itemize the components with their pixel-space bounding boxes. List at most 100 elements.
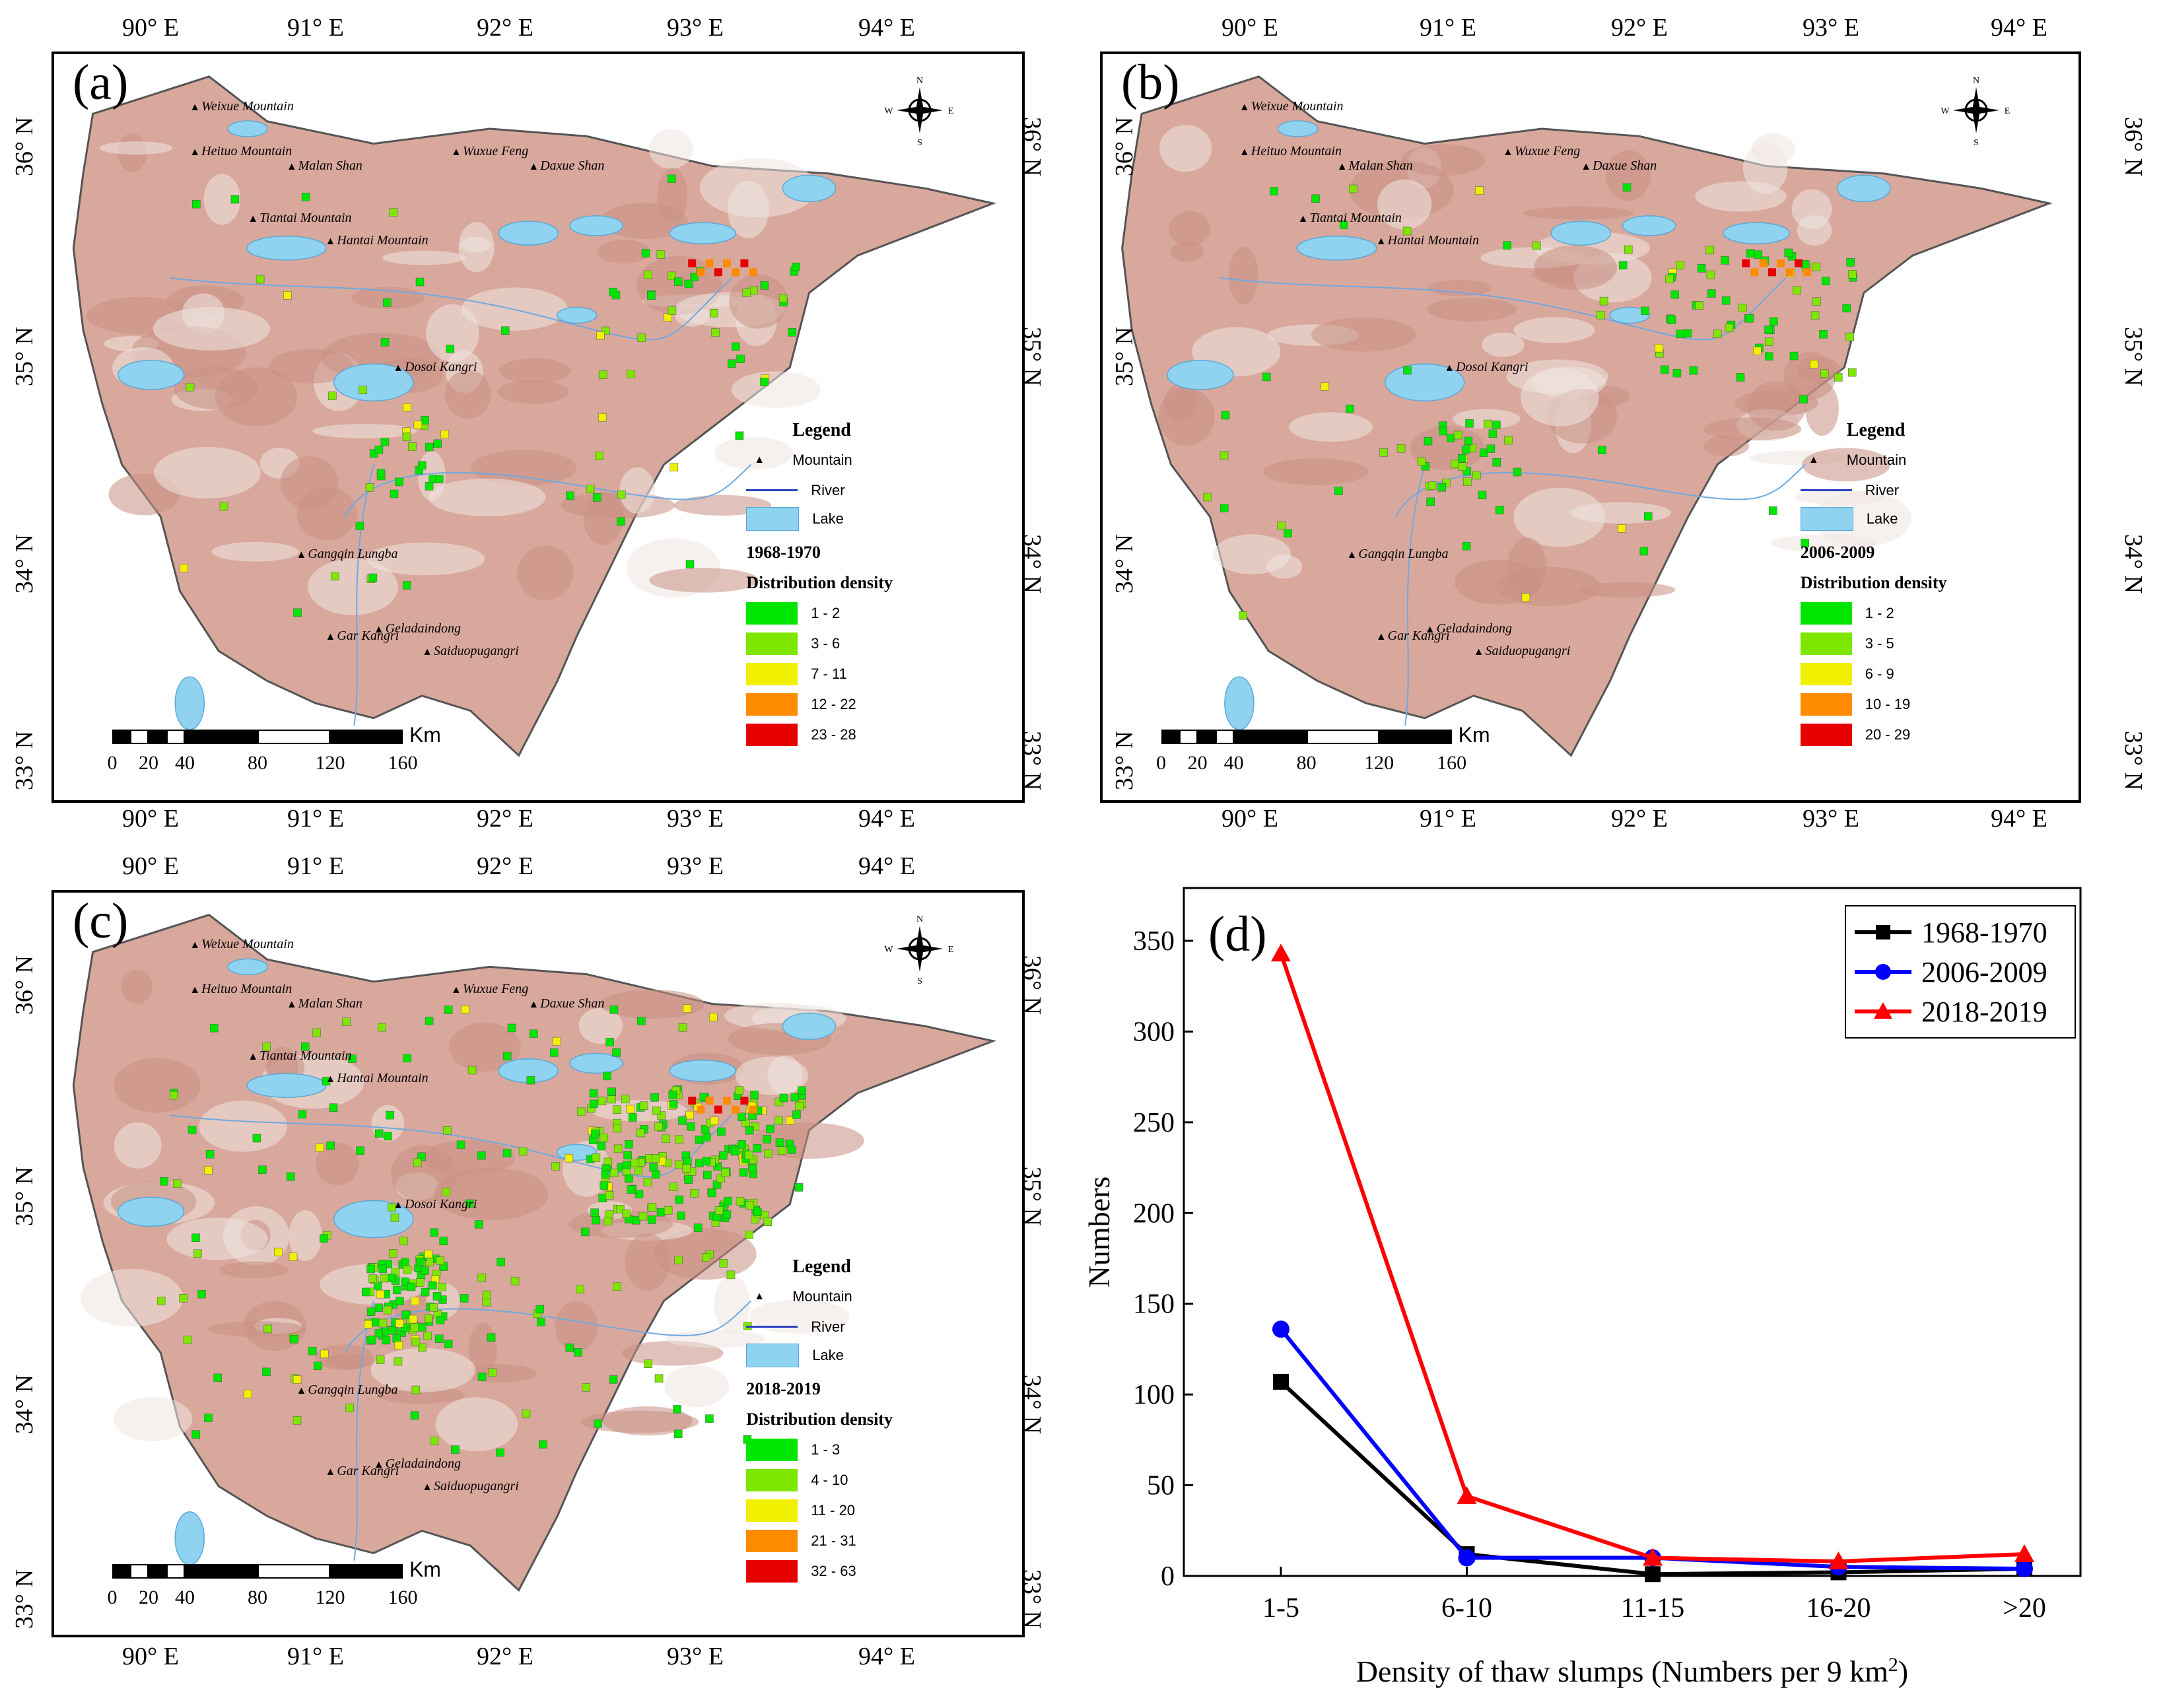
density-cell [384, 1132, 392, 1141]
density-cell [1764, 337, 1773, 346]
density-cell [1617, 524, 1626, 533]
y-tick-label: 100 [1133, 1380, 1175, 1410]
density-cell [566, 491, 574, 500]
density-cell [424, 1314, 433, 1322]
density-cell [429, 1281, 437, 1290]
density-cell [1311, 194, 1320, 203]
terrain-patch [320, 1264, 427, 1305]
legend-density-class: 11 - 20 [746, 1499, 855, 1522]
density-cell [705, 1097, 714, 1105]
latitude-label: 35° N [1018, 326, 1047, 387]
density-cell [603, 1217, 613, 1225]
terrain-patch [728, 180, 769, 238]
density-cell [1451, 460, 1459, 469]
density-cell [1513, 467, 1522, 477]
density-cell [293, 608, 302, 617]
density-cell [1810, 360, 1818, 368]
density-cell [1379, 448, 1388, 457]
terrain-patch [1171, 241, 1204, 262]
density-cell [744, 1151, 753, 1159]
density-cell [411, 1385, 421, 1394]
density-cell [1738, 303, 1747, 312]
terrain-patch [1570, 502, 1671, 524]
density-cell [289, 1252, 298, 1261]
longitude-label: 91° E [287, 852, 344, 880]
density-cell [688, 259, 697, 267]
density-cell [742, 289, 751, 297]
density-cell [675, 1135, 683, 1144]
density-cell [1321, 382, 1329, 391]
longitude-label: 93° E [1803, 805, 1859, 833]
density-cell [320, 1349, 329, 1359]
density-cell [418, 1343, 427, 1352]
density-cell [1846, 258, 1855, 267]
terrain-patch [166, 1217, 268, 1260]
density-cell [290, 1335, 298, 1344]
compass-icon: N S E W [884, 76, 953, 147]
legend-density-class: 1 - 2 [1800, 601, 1894, 625]
terrain-patch [1158, 388, 1215, 446]
density-cell [388, 1249, 397, 1258]
density-cell [376, 469, 386, 477]
density-cell [609, 1006, 619, 1014]
mountain-label: Malan Shan [1337, 158, 1413, 174]
density-cell [1486, 444, 1495, 453]
terrain-patch [749, 1299, 850, 1334]
density-cell [170, 1091, 178, 1100]
density-cell [502, 1149, 512, 1157]
density-cell [429, 1303, 438, 1312]
lake-icon [746, 1343, 800, 1367]
svg-text:N: N [916, 914, 923, 924]
density-cell [656, 1208, 666, 1217]
density-swatch [1800, 601, 1852, 625]
terrain-patch [211, 541, 299, 562]
density-cell [623, 1161, 631, 1169]
density-cell [401, 1277, 409, 1286]
density-cell [576, 1285, 584, 1293]
legend-title: Legend [792, 419, 851, 440]
mountain-label: Heituo Mountain [189, 982, 292, 997]
legend-density-class: 3 - 5 [1800, 632, 1894, 655]
density-cell [1768, 268, 1776, 277]
density-cell [477, 1373, 487, 1381]
density-cell [401, 1311, 411, 1320]
density-cell [487, 1333, 496, 1342]
density-cell [342, 1017, 351, 1026]
density-cell [669, 1100, 678, 1109]
density-cell [510, 1276, 520, 1285]
density-cell [1220, 504, 1229, 512]
density-cell [1475, 186, 1484, 195]
latitude-label: 34° N [1111, 533, 1139, 594]
density-cell [668, 174, 676, 184]
density-cell [378, 1023, 386, 1032]
map-legend: Legend ▲ Mountain River Lake 1968-1970 Distrib… [746, 420, 944, 763]
density-cell [1484, 419, 1492, 428]
density-cell [714, 1105, 722, 1114]
terrain-patch [1263, 458, 1369, 485]
density-cell [439, 1237, 448, 1246]
density-cell [402, 581, 411, 590]
terrain-patch [600, 989, 705, 1019]
density-cell [535, 1305, 545, 1314]
terrain-patch [99, 141, 173, 155]
density-cell [415, 277, 425, 287]
density-cell [697, 268, 705, 277]
terrain-patch [1534, 245, 1618, 290]
density-cell [376, 1289, 385, 1299]
density-cell [690, 1188, 699, 1198]
terrain-patch [174, 366, 258, 410]
density-cell [497, 1258, 505, 1266]
density-cell [617, 490, 626, 499]
density-cell [1689, 366, 1698, 375]
density-cell [684, 279, 693, 289]
density-cell [1457, 454, 1466, 463]
density-cell [702, 1157, 711, 1166]
density-cell [1478, 491, 1487, 500]
density-cell [461, 1005, 469, 1014]
density-cell [1532, 241, 1541, 250]
density-cell [530, 1029, 538, 1038]
terrain-patch [767, 1055, 803, 1095]
density-cell [482, 1297, 491, 1307]
longitude-label: 93° E [667, 1643, 724, 1670]
density-cell [326, 1141, 335, 1150]
